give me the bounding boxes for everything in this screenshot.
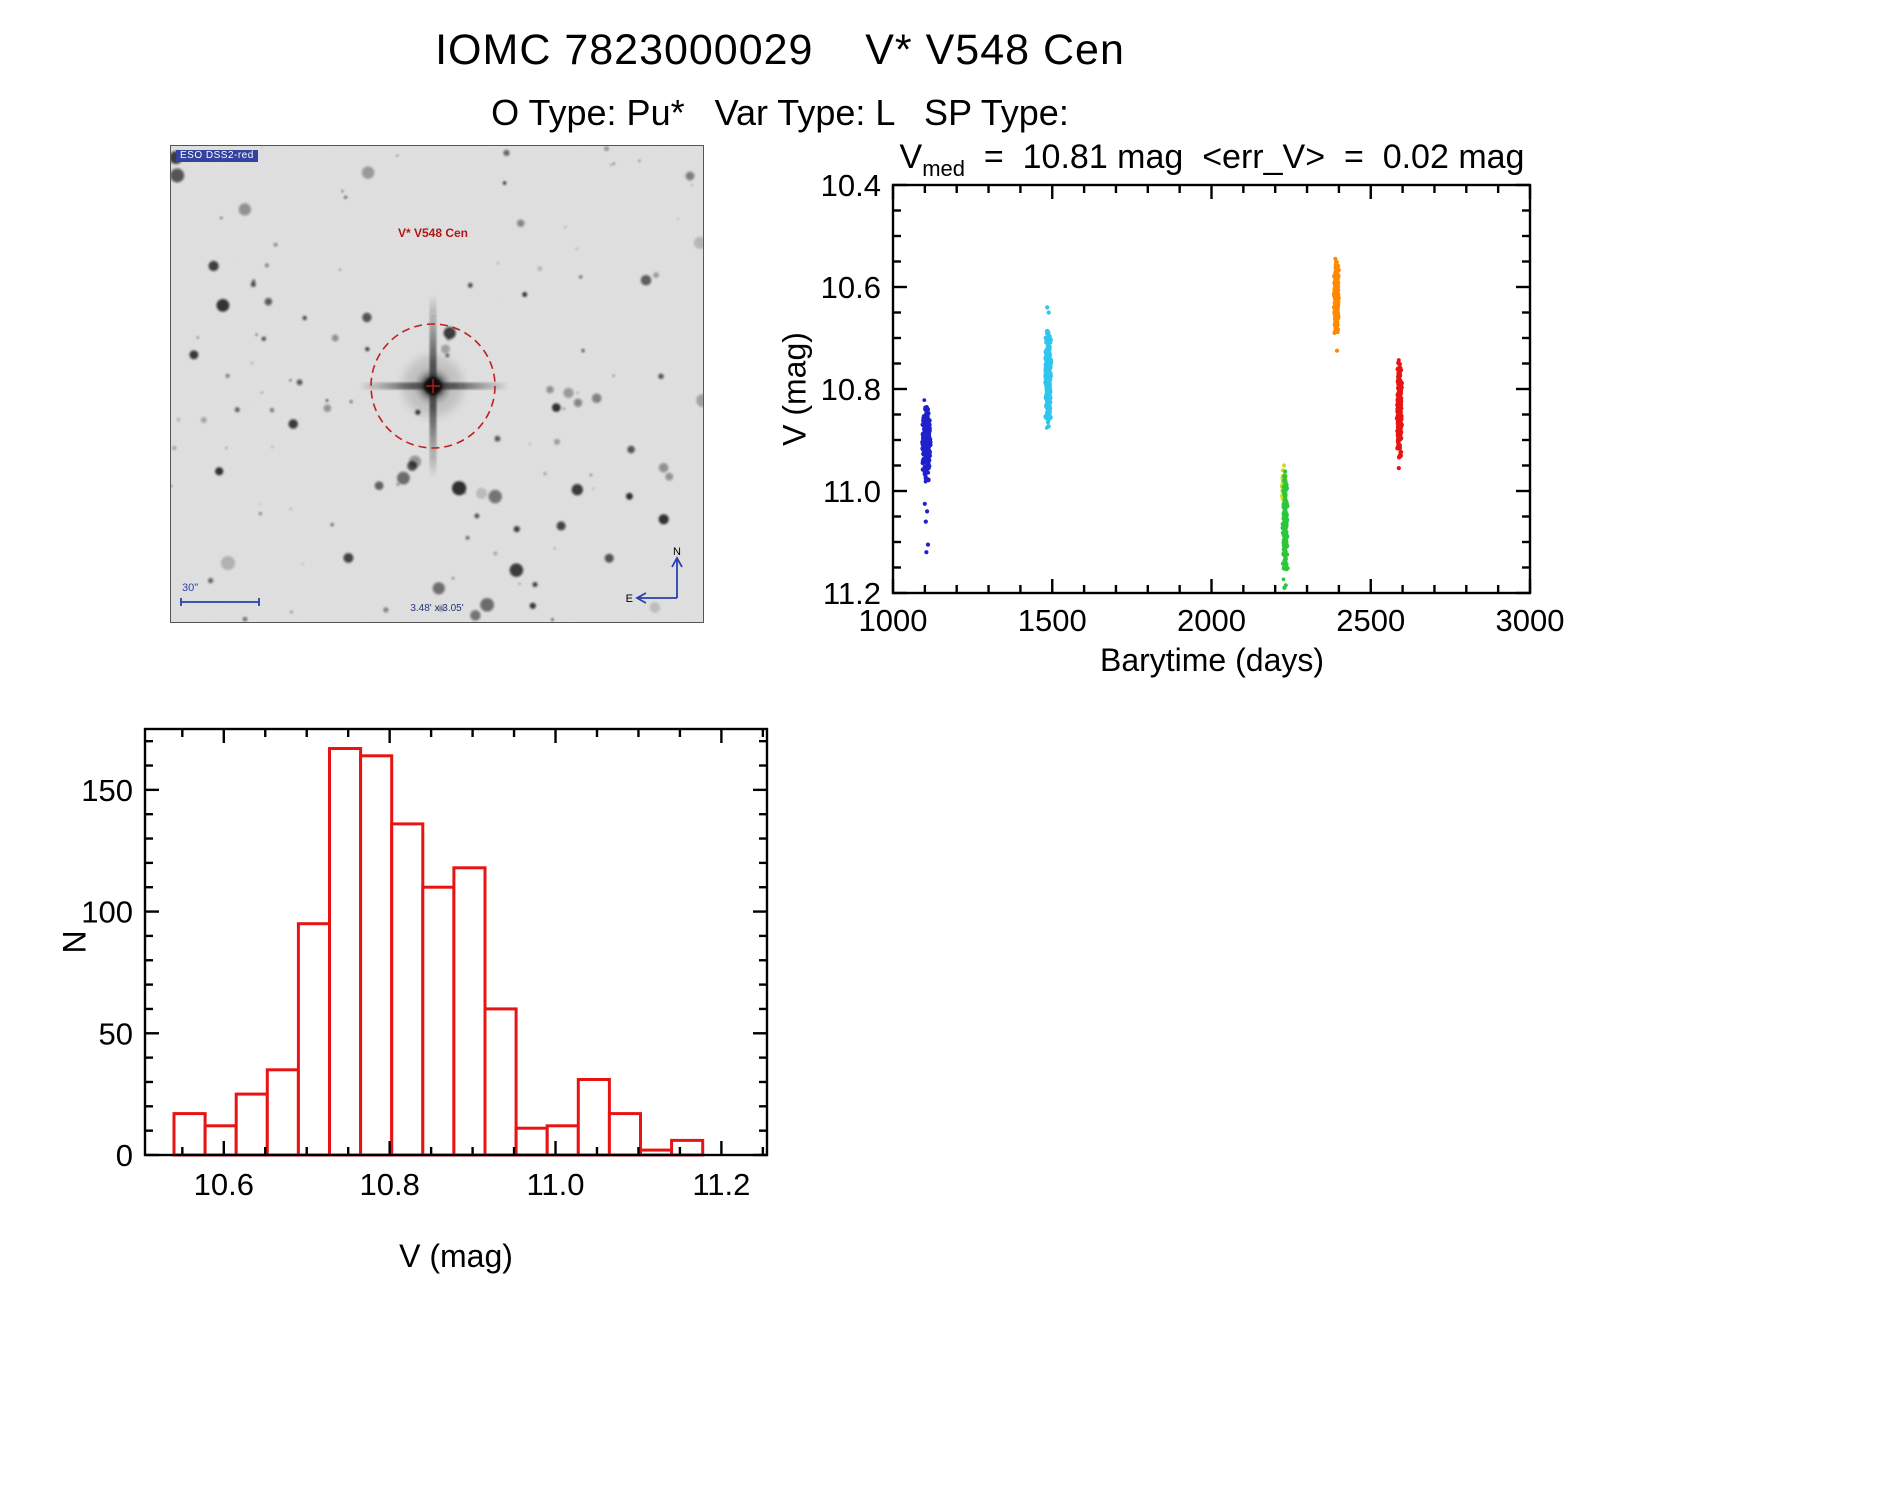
histogram-bar [265,1068,300,1157]
y-tick-label: 100 [81,895,133,930]
histogram-bar [483,1007,518,1157]
target-marker [370,323,496,449]
y-tick-label: 11.2 [823,576,881,611]
histogram-bar [514,1126,549,1157]
histogram-tick-labels: 10.6 10.8 11.0 11.2 0 50 100 150 [81,773,750,1202]
lightcurve-x-axis-label: Barytime (days) [1099,642,1325,678]
cluster-epoch-2 [1043,305,1054,430]
y-tick-label: 0 [116,1138,133,1173]
compass-east-label: E [626,593,633,605]
x-tick-label: 3000 [1496,603,1565,638]
survey-label: ESO DSS2-red [176,150,258,162]
lightcurve-title-prefix: V [899,138,923,176]
page-subtitle: O Type: Pu* Var Type: L SP Type: [491,92,1069,133]
histogram-bar [172,1112,207,1157]
histogram-bar [390,822,425,1157]
target-star-label: V* V548 Cen [397,226,469,240]
x-tick-label: 2000 [1177,603,1246,638]
fov-label: 3.48' x 3.05' [410,603,464,614]
lightcurve-axes [891,183,1532,595]
compass-north-label: N [673,546,681,558]
lightcurve-tick-labels: 1000 1500 2000 2500 3000 10.4 10.6 10.8 11.0 11.2 [821,168,1565,638]
chart-annotations [180,556,683,606]
histogram-bar [296,922,331,1157]
histogram-bar [576,1078,611,1157]
histogram-bars [172,747,705,1157]
x-tick-label: 10.8 [359,1167,419,1202]
histogram-bar [203,1124,238,1157]
x-tick-label: 2500 [1336,603,1405,638]
page-title: IOMC 7823000029 V* V548 Cen [435,26,1125,74]
y-tick-label: 10.8 [821,372,881,407]
histogram-bar [670,1138,705,1157]
cluster-epoch-5 [1394,358,1404,471]
histogram-bar [234,1092,269,1157]
finding-chart-image: NE [171,146,703,622]
x-tick-label: 10.6 [194,1167,254,1202]
lightcurve-title-rest: = 10.81 mag <err_V> = 0.02 mag [965,138,1525,176]
x-tick-label: 1000 [859,603,928,638]
y-tick-label: 50 [99,1016,133,1051]
cluster-epoch-1 [920,398,933,555]
lightcurve-plot: 1000 1500 2000 2500 3000 10.4 10.6 10.8 11.0 11.2 [821,168,1565,638]
cluster-epoch-4 [1331,256,1341,353]
histogram-bar [545,1124,580,1157]
x-tick-label: 1500 [1018,603,1087,638]
histogram-axes [143,727,769,1157]
histogram-bar [607,1112,643,1157]
x-tick-label: 11.0 [526,1167,584,1202]
cluster-epoch-3-lower [1280,469,1290,590]
y-tick-label: 10.6 [821,270,881,305]
y-tick-label: 10.4 [821,168,881,203]
lightcurve-points [920,256,1404,590]
histogram-plot: 10.6 10.8 11.0 11.2 0 50 100 150 [81,727,769,1202]
histogram-bar [359,754,394,1157]
y-tick-label: 11.0 [823,474,881,509]
scale-bar-label: 30" [182,582,199,594]
histogram-bar [421,885,456,1157]
histogram-x-axis-label: V (mag) [399,1238,513,1274]
lightcurve-title: Vmed = 10.81 mag <err_V> = 0.02 mag [850,138,1574,182]
target-circle-icon [370,323,496,449]
histogram-bar [328,747,363,1157]
lightcurve-title-subscript: med [922,155,965,181]
histogram-bar [452,866,487,1157]
y-tick-label: 150 [81,773,133,808]
x-tick-label: 11.2 [692,1167,750,1202]
